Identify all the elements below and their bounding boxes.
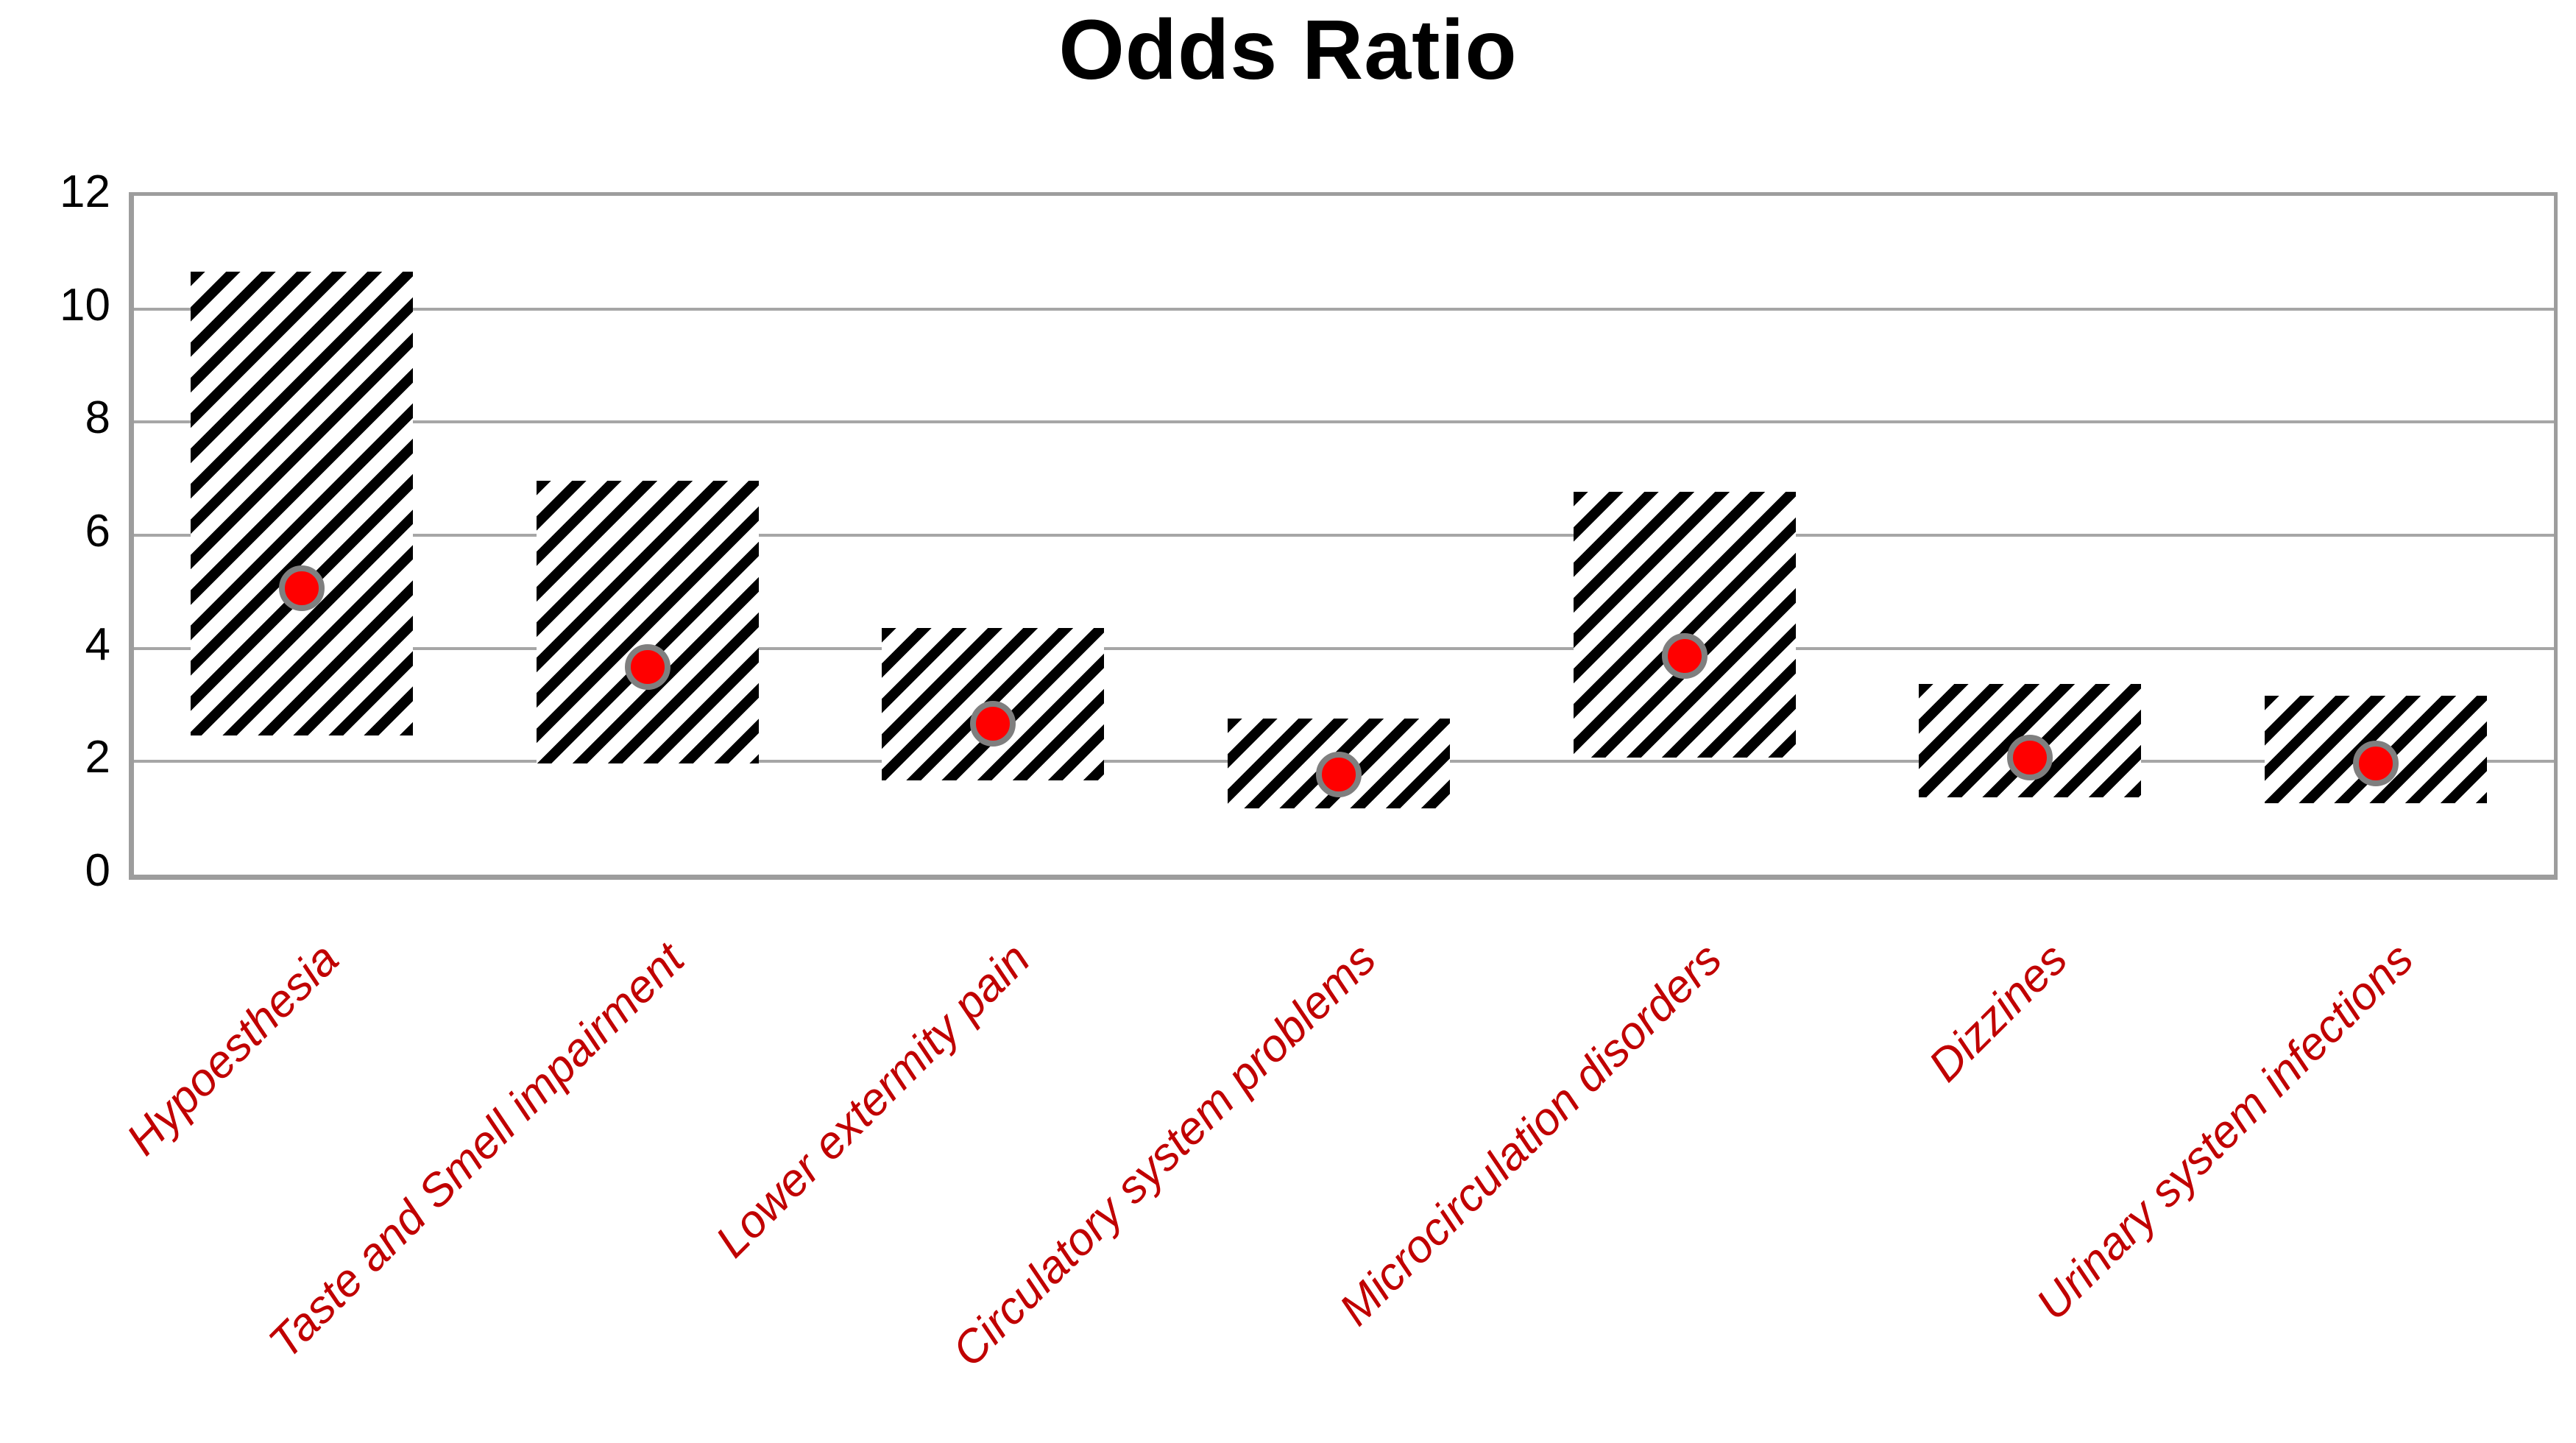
gridline (134, 646, 2554, 650)
point-estimate-dot (970, 701, 1016, 747)
odds-ratio-range-bar (1573, 492, 1796, 758)
y-axis-tick-label: 0 (85, 845, 110, 896)
y-axis-tick-label: 6 (85, 506, 110, 557)
y-axis-tick-label: 4 (85, 618, 110, 670)
x-axis-category-label: Microcirculation disorders (1329, 934, 1732, 1336)
x-axis-category-label: Taste and Smell impairment (259, 934, 695, 1369)
gridline (134, 307, 2554, 311)
point-estimate-dot (1316, 752, 1362, 798)
y-axis-tick-label: 12 (60, 166, 110, 217)
chart-title: Odds Ratio (1058, 3, 1518, 97)
y-axis-tick-label: 8 (85, 392, 110, 444)
y-axis-tick-label: 2 (85, 732, 110, 783)
x-axis-category-label: Hypoesthesia (117, 934, 349, 1165)
point-estimate-dot (624, 644, 670, 691)
odds-ratio-range-bar (190, 271, 413, 735)
point-estimate-dot (1661, 633, 1708, 680)
x-axis-category-label: Lower extermity pain (706, 934, 1041, 1268)
y-axis-tick-label: 10 (60, 279, 110, 331)
point-estimate-dot (2007, 735, 2053, 781)
odds-ratio-range-bar (536, 480, 759, 763)
point-estimate-dot (2353, 741, 2399, 787)
point-estimate-dot (278, 565, 325, 611)
x-axis-category-label: Urinary system infections (2026, 934, 2423, 1330)
gridline (134, 420, 2554, 424)
x-axis-category-label: Dizzines (1919, 934, 2078, 1092)
gridline (134, 534, 2554, 537)
